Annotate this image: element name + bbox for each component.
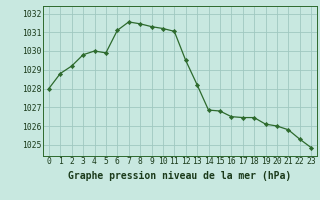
- X-axis label: Graphe pression niveau de la mer (hPa): Graphe pression niveau de la mer (hPa): [68, 171, 292, 181]
